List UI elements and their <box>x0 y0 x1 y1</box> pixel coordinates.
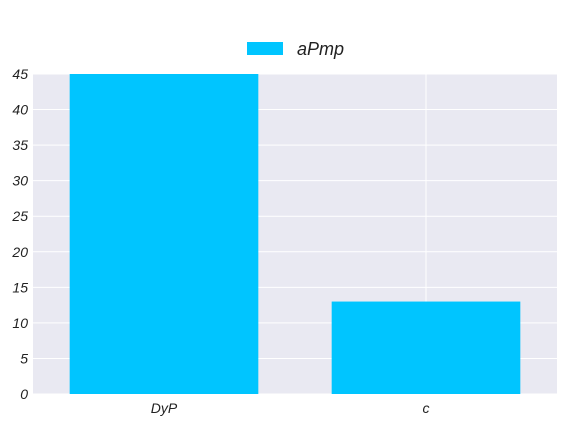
y-tick-label-5: 5 <box>20 350 28 366</box>
y-axis-ticks: 0 5 10 15 20 25 30 35 40 45 <box>11 66 28 402</box>
y-tick-label-45: 45 <box>12 66 28 82</box>
bars <box>69 74 521 394</box>
y-tick-label-0: 0 <box>20 386 28 402</box>
y-tick-label-30: 30 <box>12 173 28 189</box>
x-axis-ticks: DyP c <box>151 400 430 416</box>
y-tick-label-35: 35 <box>12 137 28 153</box>
x-tick-label-DyP: DyP <box>151 400 178 416</box>
legend-swatch-aPmp <box>247 42 283 55</box>
y-tick-label-25: 25 <box>11 208 28 224</box>
bar-c <box>331 301 521 394</box>
bar-DyP <box>69 74 259 394</box>
legend: aPmp <box>247 39 344 59</box>
y-tick-label-15: 15 <box>12 279 28 295</box>
x-tick-label-c: c <box>423 400 430 416</box>
y-tick-label-40: 40 <box>12 102 28 118</box>
legend-label-aPmp: aPmp <box>297 39 344 59</box>
y-tick-label-10: 10 <box>12 315 28 331</box>
y-tick-label-20: 20 <box>11 244 28 260</box>
